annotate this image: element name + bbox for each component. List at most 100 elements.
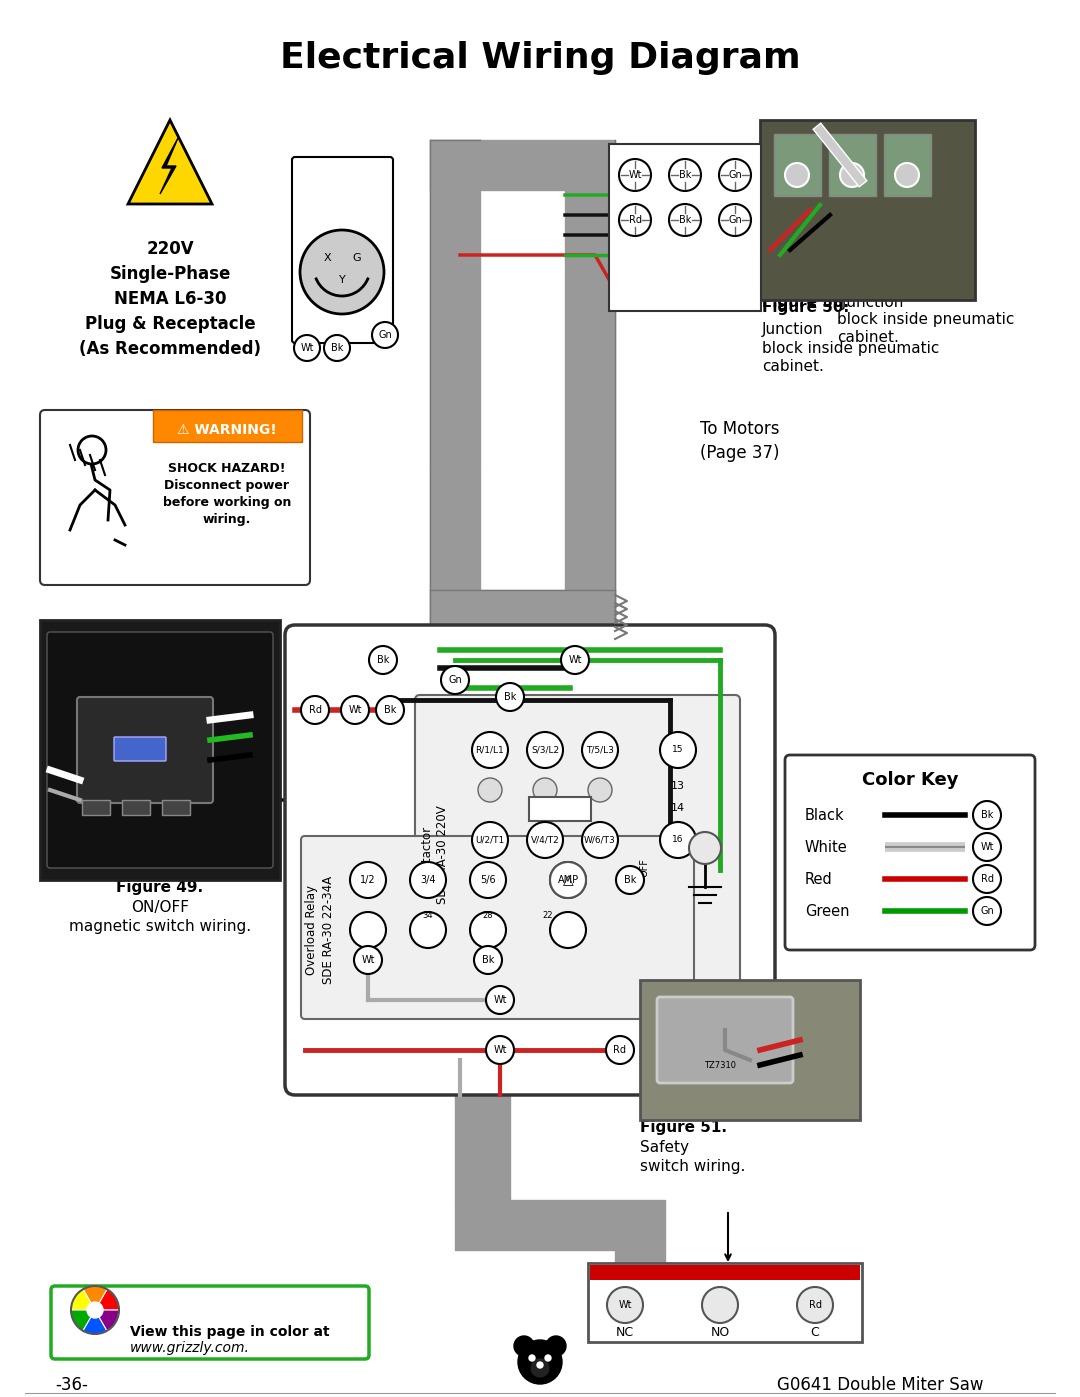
Text: Rd: Rd bbox=[613, 1045, 626, 1055]
Circle shape bbox=[410, 912, 446, 949]
Circle shape bbox=[486, 1037, 514, 1065]
Text: Green: Green bbox=[805, 904, 850, 918]
Circle shape bbox=[669, 159, 701, 191]
FancyBboxPatch shape bbox=[760, 120, 975, 300]
Circle shape bbox=[294, 335, 320, 360]
Text: View this page in color at: View this page in color at bbox=[130, 1324, 329, 1338]
Text: Gn: Gn bbox=[728, 170, 742, 180]
FancyBboxPatch shape bbox=[415, 694, 740, 1016]
Text: Bk: Bk bbox=[624, 875, 636, 886]
Text: Black: Black bbox=[805, 807, 845, 823]
Circle shape bbox=[534, 778, 557, 802]
Text: Rd: Rd bbox=[629, 215, 642, 225]
Circle shape bbox=[973, 897, 1001, 925]
Text: Rd: Rd bbox=[309, 705, 322, 715]
FancyBboxPatch shape bbox=[301, 835, 694, 1018]
Circle shape bbox=[324, 335, 350, 360]
Text: Rd: Rd bbox=[809, 1301, 822, 1310]
Circle shape bbox=[895, 163, 919, 187]
Circle shape bbox=[582, 732, 618, 768]
Text: ON/OFF
magnetic switch wiring.: ON/OFF magnetic switch wiring. bbox=[69, 900, 251, 933]
Circle shape bbox=[660, 732, 696, 768]
Text: Bk: Bk bbox=[679, 215, 691, 225]
Circle shape bbox=[550, 912, 586, 949]
Text: Wt: Wt bbox=[618, 1301, 632, 1310]
Text: 28: 28 bbox=[483, 911, 494, 919]
Text: R/1/L1: R/1/L1 bbox=[475, 746, 504, 754]
Text: 16: 16 bbox=[672, 835, 684, 845]
Circle shape bbox=[514, 1336, 534, 1356]
Text: Electrical Wiring Diagram: Electrical Wiring Diagram bbox=[280, 41, 800, 75]
Circle shape bbox=[87, 1302, 103, 1317]
Text: Bk: Bk bbox=[981, 810, 994, 820]
Text: 22: 22 bbox=[543, 911, 553, 919]
Text: Gn: Gn bbox=[378, 330, 392, 339]
Text: Bk: Bk bbox=[330, 344, 343, 353]
Circle shape bbox=[619, 159, 651, 191]
Text: Wt: Wt bbox=[361, 956, 375, 965]
Circle shape bbox=[545, 1355, 551, 1361]
Circle shape bbox=[797, 1287, 833, 1323]
Circle shape bbox=[441, 666, 469, 694]
Circle shape bbox=[588, 778, 612, 802]
Wedge shape bbox=[95, 1310, 119, 1331]
Circle shape bbox=[606, 1037, 634, 1065]
Text: Color Key: Color Key bbox=[862, 771, 958, 789]
Circle shape bbox=[719, 159, 751, 191]
Circle shape bbox=[702, 1287, 738, 1323]
Wedge shape bbox=[71, 1289, 95, 1310]
Text: Ground: Ground bbox=[370, 288, 380, 323]
FancyBboxPatch shape bbox=[774, 134, 821, 196]
Text: White: White bbox=[805, 840, 848, 855]
Circle shape bbox=[410, 862, 446, 898]
Text: T/5/L3: T/5/L3 bbox=[586, 746, 613, 754]
Circle shape bbox=[840, 163, 864, 187]
Text: 5/6: 5/6 bbox=[481, 875, 496, 886]
Text: G: G bbox=[353, 253, 362, 263]
Text: Junction
block inside pneumatic
cabinet.: Junction block inside pneumatic cabinet. bbox=[762, 321, 940, 374]
Text: Gn: Gn bbox=[728, 215, 742, 225]
Text: Bk: Bk bbox=[679, 170, 691, 180]
Text: OFF: OFF bbox=[640, 859, 650, 877]
Circle shape bbox=[350, 862, 386, 898]
Text: Bk: Bk bbox=[383, 705, 396, 715]
Circle shape bbox=[300, 231, 384, 314]
Text: Wt: Wt bbox=[981, 842, 994, 852]
Circle shape bbox=[78, 436, 106, 464]
Text: SHOCK HAZARD!
Disconnect power
before working on
wiring.: SHOCK HAZARD! Disconnect power before wo… bbox=[163, 462, 292, 527]
FancyBboxPatch shape bbox=[114, 738, 166, 761]
Wedge shape bbox=[71, 1310, 95, 1331]
Wedge shape bbox=[83, 1310, 107, 1334]
Text: △: △ bbox=[563, 873, 573, 887]
Circle shape bbox=[350, 912, 386, 949]
Text: Safety
switch wiring.: Safety switch wiring. bbox=[640, 1140, 745, 1173]
Text: 13: 13 bbox=[671, 781, 685, 791]
Text: 34: 34 bbox=[422, 911, 433, 919]
Circle shape bbox=[529, 1355, 535, 1361]
Text: Wt: Wt bbox=[568, 655, 582, 665]
Text: 3/4: 3/4 bbox=[420, 875, 435, 886]
Circle shape bbox=[354, 946, 382, 974]
Text: C: C bbox=[811, 1327, 820, 1340]
Text: S/3/L2: S/3/L2 bbox=[531, 746, 559, 754]
Circle shape bbox=[486, 986, 514, 1014]
Text: TZ7310: TZ7310 bbox=[704, 1060, 735, 1070]
Text: X: X bbox=[323, 253, 330, 263]
Circle shape bbox=[719, 204, 751, 236]
Polygon shape bbox=[129, 120, 212, 204]
Circle shape bbox=[973, 833, 1001, 861]
Circle shape bbox=[550, 862, 586, 898]
Text: 15: 15 bbox=[672, 746, 684, 754]
Wedge shape bbox=[95, 1289, 119, 1310]
Circle shape bbox=[301, 696, 329, 724]
Bar bbox=[82, 800, 110, 814]
Text: Y: Y bbox=[339, 275, 346, 285]
FancyBboxPatch shape bbox=[529, 798, 591, 821]
Circle shape bbox=[496, 683, 524, 711]
Text: www.grizzly.com.: www.grizzly.com. bbox=[130, 1341, 249, 1355]
Text: Hot: Hot bbox=[314, 302, 324, 319]
Text: 14: 14 bbox=[671, 803, 685, 813]
Circle shape bbox=[689, 833, 721, 863]
Bar bbox=[162, 800, 190, 814]
Circle shape bbox=[537, 1362, 543, 1368]
